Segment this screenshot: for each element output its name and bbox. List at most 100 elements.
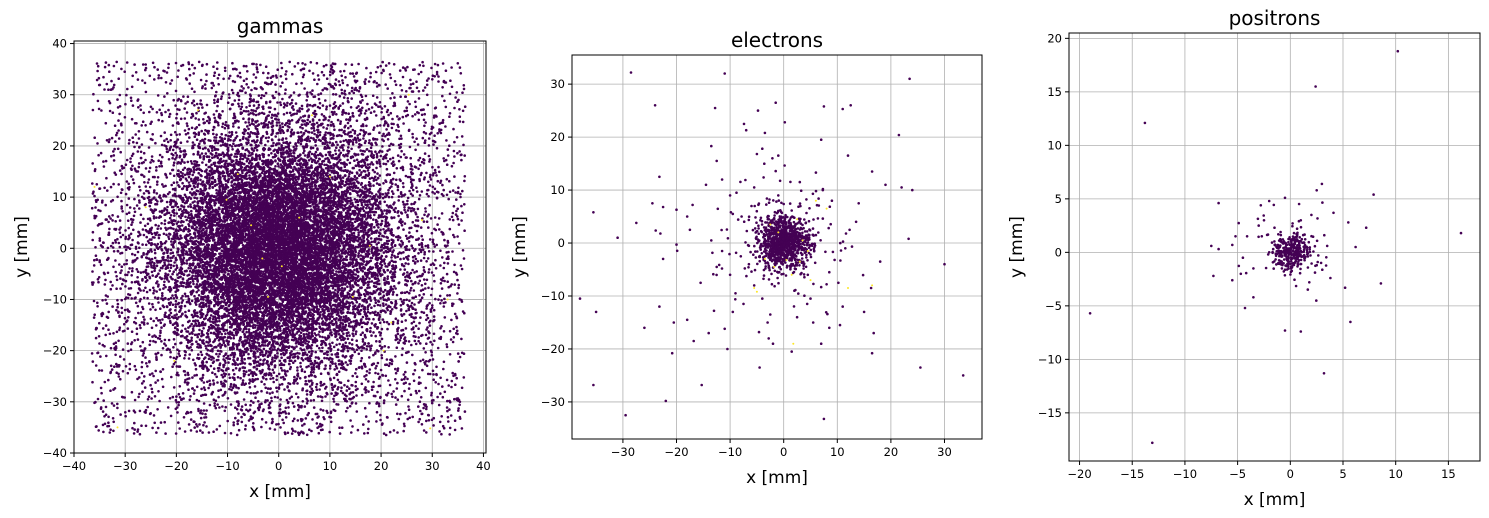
data-point xyxy=(323,163,326,167)
data-point xyxy=(168,269,171,273)
data-point xyxy=(156,180,159,183)
data-point xyxy=(190,313,194,317)
data-point xyxy=(181,324,184,327)
data-point xyxy=(189,267,193,270)
data-point xyxy=(221,220,224,223)
data-point xyxy=(329,328,332,332)
data-point xyxy=(202,327,205,330)
data-point xyxy=(157,296,160,300)
data-point xyxy=(365,300,369,304)
data-point xyxy=(155,165,158,169)
data-point xyxy=(187,266,190,270)
data-point xyxy=(316,177,319,181)
data-point xyxy=(342,148,345,152)
data-point xyxy=(164,246,167,249)
data-point xyxy=(329,364,332,368)
data-point xyxy=(186,160,190,164)
data-point xyxy=(426,257,430,260)
data-point xyxy=(153,256,157,260)
data-point xyxy=(226,354,230,358)
data-point xyxy=(193,333,197,337)
data-point xyxy=(155,192,159,195)
data-point xyxy=(387,322,391,326)
data-point xyxy=(207,132,210,135)
data-point xyxy=(194,303,198,306)
data-point xyxy=(158,334,162,338)
data-point xyxy=(247,352,250,356)
data-point xyxy=(161,155,164,159)
data-point xyxy=(332,93,335,96)
data-point xyxy=(438,170,441,174)
data-point xyxy=(357,233,360,237)
data-point xyxy=(313,332,317,335)
data-point xyxy=(264,143,267,147)
data-point xyxy=(365,124,368,128)
data-point xyxy=(282,131,285,134)
data-point xyxy=(405,361,409,364)
data-point xyxy=(269,199,273,203)
data-point xyxy=(281,197,285,200)
data-point xyxy=(381,193,385,196)
data-point xyxy=(370,306,373,310)
data-point xyxy=(270,144,273,148)
data-point xyxy=(417,327,420,331)
data-point xyxy=(277,165,280,168)
data-point xyxy=(149,308,152,311)
data-point xyxy=(260,171,264,175)
data-point xyxy=(270,152,273,155)
data-point xyxy=(211,264,215,267)
data-point xyxy=(400,320,404,324)
data-point xyxy=(402,373,406,376)
data-point xyxy=(170,183,173,187)
data-point xyxy=(175,222,179,225)
data-point xyxy=(374,207,378,210)
data-point xyxy=(360,349,363,353)
data-point xyxy=(320,317,324,320)
data-point xyxy=(363,170,367,173)
data-point xyxy=(341,235,344,238)
data-point xyxy=(390,253,394,257)
data-point xyxy=(172,297,176,300)
data-point xyxy=(169,256,172,260)
data-point xyxy=(175,395,178,398)
data-point xyxy=(306,135,310,139)
data-point xyxy=(313,115,317,118)
data-point xyxy=(136,270,140,274)
data-point xyxy=(360,318,363,321)
data-point xyxy=(144,356,147,359)
data-point xyxy=(157,224,160,228)
data-point xyxy=(296,366,299,369)
data-point xyxy=(373,213,376,217)
data-point xyxy=(175,181,179,184)
data-point xyxy=(215,133,218,136)
data-point xyxy=(391,293,395,296)
data-point xyxy=(190,299,194,303)
data-point xyxy=(183,292,187,296)
data-point xyxy=(205,305,208,308)
data-point xyxy=(134,316,137,320)
data-point xyxy=(397,199,401,202)
data-point xyxy=(276,352,279,355)
data-point xyxy=(169,266,173,270)
data-point xyxy=(356,136,360,140)
data-point xyxy=(162,252,165,255)
data-point xyxy=(182,184,186,188)
data-point xyxy=(169,311,173,315)
data-point xyxy=(202,215,205,219)
data-point xyxy=(408,231,411,234)
data-point xyxy=(338,342,341,346)
data-point xyxy=(142,217,145,221)
data-point xyxy=(427,268,431,271)
data-point xyxy=(287,155,291,158)
data-point xyxy=(187,181,191,184)
data-point xyxy=(339,140,342,143)
data-point xyxy=(189,197,193,200)
data-point xyxy=(427,137,431,140)
data-point xyxy=(238,138,242,142)
data-point xyxy=(146,265,150,268)
data-point xyxy=(190,209,193,213)
data-point xyxy=(199,173,202,177)
data-point xyxy=(353,254,357,258)
data-point xyxy=(303,154,307,157)
